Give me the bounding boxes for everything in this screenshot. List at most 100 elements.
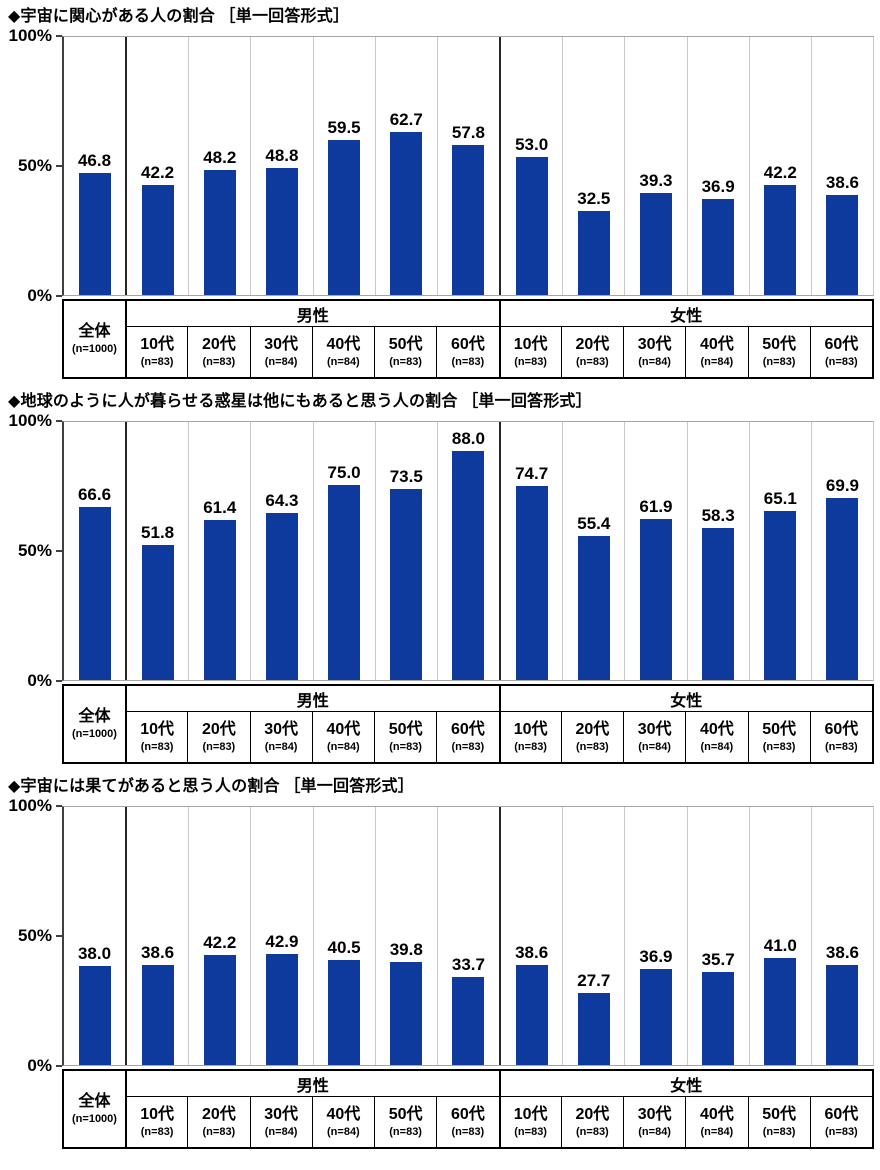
age-label: 60代 [450, 336, 485, 353]
plot-column: 42.2 [125, 37, 188, 295]
table-cell-age: 60代 (n=83) [436, 712, 498, 762]
bar-value-label: 40.5 [327, 937, 361, 957]
table-cell-age: 10代 (n=83) [498, 1097, 561, 1147]
plot-column: 39.3 [624, 37, 686, 295]
table-group-header-male: 男性 [125, 301, 499, 327]
y-axis-label: 50% [17, 926, 52, 945]
table-cell-age: 50代 (n=83) [747, 712, 810, 762]
age-label: 50代 [388, 336, 423, 353]
bar [515, 964, 548, 1065]
bar [203, 520, 236, 680]
bar-value-label: 36.9 [639, 947, 673, 967]
age-label: 20代 [575, 1106, 610, 1123]
bar [265, 168, 298, 295]
y-axis-label: 0% [27, 1056, 52, 1075]
age-n: (n=83) [762, 356, 796, 368]
age-n: (n=83) [140, 741, 174, 753]
bar [141, 185, 174, 295]
bar-value-label: 36.9 [701, 177, 735, 197]
bar [764, 510, 797, 680]
chart-section: ◆地球のように人が暮らせる惑星は他にもあると思う人の割合 ［単一回答形式］ 0% 5… [6, 391, 880, 764]
plot-column: 88.0 [436, 422, 499, 680]
plot-column: 38.0 [64, 807, 125, 1065]
bar [515, 485, 548, 680]
plot-column: 42.2 [748, 37, 811, 295]
category-table: 全体 (n=1000) 男性 女性 10代 (n=83) 20代 (n=83) 30代 (n=84… [62, 299, 874, 379]
table-group-header-female: 女性 [498, 1071, 872, 1097]
table-cell-age: 50代 (n=83) [374, 712, 436, 762]
age-label: 60代 [824, 1106, 859, 1123]
bar-value-label: 32.5 [577, 188, 611, 208]
age-n: (n=84) [638, 741, 671, 753]
age-label: 50代 [388, 721, 423, 738]
age-n: (n=84) [700, 741, 734, 753]
age-label: 60代 [824, 336, 859, 353]
overall-n: (n=1000) [72, 343, 117, 355]
bar-value-label: 75.0 [327, 463, 361, 482]
bar-value-label: 38.6 [515, 942, 549, 962]
age-n: (n=84) [638, 356, 671, 368]
age-label: 50代 [762, 336, 797, 353]
bar-value-label: 74.7 [515, 463, 549, 483]
table-cell-age: 60代 (n=83) [809, 327, 872, 377]
bar-value-label: 53.0 [515, 135, 549, 155]
plot-column: 62.7 [374, 37, 437, 295]
y-axis-label: 50% [17, 156, 52, 175]
age-n: (n=83) [514, 356, 547, 368]
bar [390, 961, 423, 1065]
chart-title: ◆宇宙には果てがあると思う人の割合 ［単一回答形式］ [8, 778, 414, 795]
plot-column: 36.9 [686, 37, 749, 295]
bar [78, 966, 111, 1065]
category-table: 全体 (n=1000) 男性 女性 10代 (n=83) 20代 (n=83) 30代 (n=84… [62, 1069, 874, 1149]
y-axis-tick [56, 805, 62, 807]
table-group-header-male: 男性 [125, 1071, 499, 1097]
bar-value-label: 69.9 [825, 476, 860, 496]
bar-value-label: 66.6 [77, 484, 112, 504]
table-cell-age: 40代 (n=84) [311, 712, 374, 762]
table-cell-age: 30代 (n=84) [623, 712, 685, 762]
bar-value-label: 38.6 [825, 942, 860, 962]
table-cell-age: 20代 (n=83) [560, 327, 623, 377]
bar [141, 964, 174, 1065]
table-cell-age: 30代 (n=84) [249, 1097, 312, 1147]
age-label: 20代 [201, 721, 236, 738]
age-n: (n=84) [264, 356, 298, 368]
plot-column: 32.5 [562, 37, 624, 295]
plot-column: 38.6 [125, 807, 188, 1065]
y-axis-label: 50% [17, 541, 52, 560]
table-cell-age: 40代 (n=84) [685, 1097, 747, 1147]
bar [328, 959, 361, 1065]
plot-column: 58.3 [686, 422, 749, 680]
plot-column: 64.3 [250, 422, 312, 680]
bar [452, 144, 485, 295]
table-cell-age: 30代 (n=84) [249, 327, 312, 377]
age-label: 10代 [513, 1106, 548, 1123]
table-cell-overall: 全体 (n=1000) [64, 1071, 125, 1147]
age-label: 10代 [140, 1106, 175, 1123]
age-n: (n=83) [576, 356, 609, 368]
bar-value-label: 42.9 [265, 931, 299, 951]
table-cell-age: 60代 (n=83) [809, 1097, 872, 1147]
bar-value-label: 35.7 [701, 950, 735, 970]
y-axis-tick [56, 1065, 62, 1067]
age-n: (n=84) [327, 741, 360, 753]
table-cell-age: 10代 (n=83) [125, 1097, 187, 1147]
y-axis-label: 0% [27, 671, 52, 690]
plot-column: 38.6 [499, 807, 562, 1065]
charts-container: ◆宇宙に関心がある人の割合 ［単一回答形式］ 0% 50% 100% 46.8 42.2 4… [6, 6, 880, 1149]
age-label: 50代 [762, 721, 797, 738]
age-label: 30代 [264, 721, 299, 738]
plot-column: 42.2 [188, 807, 250, 1065]
age-n: (n=83) [451, 1126, 485, 1138]
table-cell-age: 60代 (n=83) [809, 712, 872, 762]
bar-value-label: 46.8 [77, 151, 112, 171]
bar-value-label: 64.3 [265, 490, 299, 510]
plot-column: 51.8 [125, 422, 188, 680]
chart-row: 0% 50% 100% 66.6 51.8 61.4 64.3 75.0 73.5 88.0 74.… [6, 412, 880, 690]
plot-column: 65.1 [748, 422, 811, 680]
bar-value-label: 65.1 [763, 488, 797, 508]
age-n: (n=83) [576, 741, 609, 753]
age-n: (n=84) [264, 741, 298, 753]
age-label: 40代 [699, 1106, 734, 1123]
bar [639, 519, 672, 680]
